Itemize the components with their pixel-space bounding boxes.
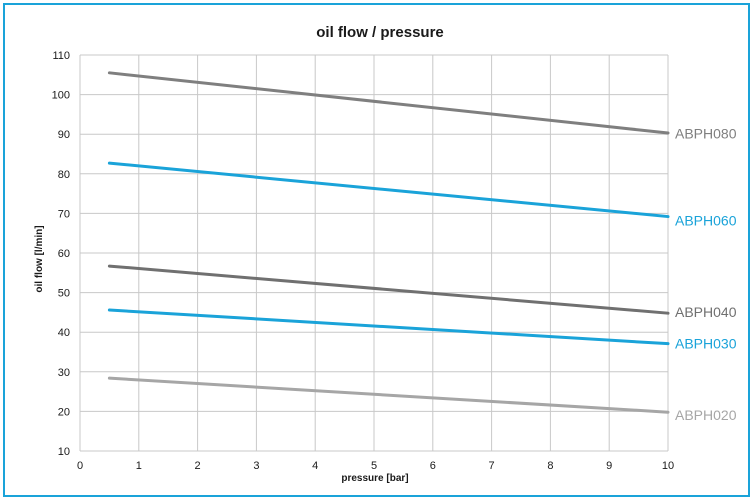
series-label: ABPH040 [675,304,737,320]
line-chart: oil flow / pressure 0 1 2 3 4 5 6 7 8 9 10 10 20 30 4… [34,24,737,484]
series-label: ABPH020 [675,407,737,423]
y-tick-label: 60 [58,248,70,260]
y-tick-label: 110 [52,50,70,62]
y-tick-label: 10 [58,446,70,458]
y-axis-label: oil flow [l/min] [34,225,45,292]
series-line [107,264,670,315]
x-tick-label: 6 [430,460,436,472]
y-tick-label: 50 [58,288,70,300]
series-label: ABPH060 [675,212,737,228]
x-tick-label: 8 [547,460,553,472]
x-axis-label: pressure [bar] [341,473,408,484]
series-line [107,161,670,219]
y-tick-label: 90 [58,129,70,141]
chart-frame: oil flow / pressure 0 1 2 3 4 5 6 7 8 9 10 10 20 30 4… [3,3,750,497]
series-label: ABPH030 [675,335,737,351]
y-tick-label: 100 [52,90,70,102]
x-tick-label: 4 [312,460,318,472]
y-axis-ticks: 10 20 30 40 50 60 70 80 90 100 110 [52,50,70,458]
x-tick-label: 3 [253,460,259,472]
y-tick-label: 70 [58,208,70,220]
x-tick-label: 5 [371,460,377,472]
series-lines [107,71,670,414]
series-line [107,376,670,414]
y-tick-label: 80 [58,169,70,181]
x-tick-label: 7 [489,460,495,472]
x-tick-label: 9 [606,460,612,472]
x-axis-ticks: 0 1 2 3 4 5 6 7 8 9 10 [77,460,674,472]
x-tick-label: 10 [662,460,674,472]
x-tick-label: 2 [195,460,201,472]
series-line [107,71,670,135]
series-line [107,308,670,346]
series-labels: ABPH080 ABPH060 ABPH040 ABPH030 ABPH020 [675,126,737,423]
x-tick-label: 0 [77,460,83,472]
chart-title: oil flow / pressure [316,24,444,41]
series-label: ABPH080 [675,126,737,142]
y-tick-label: 30 [58,367,70,379]
y-tick-label: 40 [58,327,70,339]
y-tick-label: 20 [58,406,70,418]
x-tick-label: 1 [136,460,142,472]
